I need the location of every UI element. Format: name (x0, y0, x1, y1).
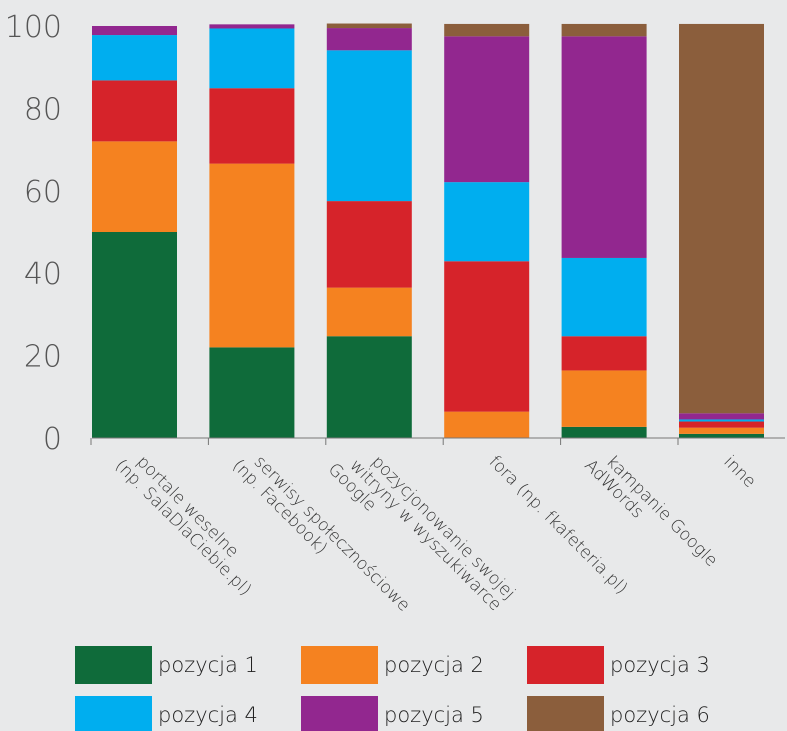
bar-segment (561, 336, 647, 371)
legend-swatch (527, 646, 604, 684)
bar-segment (561, 36, 647, 258)
legend-swatch (301, 696, 378, 731)
bar-segment (326, 28, 412, 51)
bar-segment (92, 80, 177, 142)
bar-segment (679, 421, 764, 428)
y-axis: 0 20 40 60 80 100 (5, 10, 62, 457)
legend-item: pozycja 2 (301, 646, 484, 684)
legend-label: pozycja 3 (610, 653, 710, 677)
y-tick-label: 100 (5, 10, 62, 45)
bar-segment (444, 182, 530, 262)
bar-segment (679, 413, 764, 420)
bar-segment (326, 287, 412, 337)
legend-label: pozycja 4 (158, 703, 258, 727)
legend-item: pozycja 1 (75, 646, 258, 684)
bar-segment (209, 163, 295, 348)
bars (92, 23, 764, 438)
legend-swatch (301, 646, 378, 684)
legend-swatch (75, 646, 152, 684)
bar-segment (444, 23, 530, 37)
legend-item: pozycja 6 (527, 696, 710, 731)
bar-segment (92, 35, 177, 81)
legend-label: pozycja 2 (384, 653, 484, 677)
y-tick-label: 80 (24, 92, 62, 127)
x-tick-label-line: (np. SalaDlaCiebie.pl) (111, 456, 255, 600)
bar-segment (92, 141, 177, 232)
y-tick-label: 0 (43, 422, 62, 457)
x-tick-label-line: witryny w wyszukiwarce (346, 456, 506, 616)
bar-segment (444, 261, 530, 412)
stacked-bar-chart: 0 20 40 60 80 100 portale weselne(np. SalaDla… (5, 10, 785, 616)
bar-segment (326, 23, 412, 29)
legend-swatch (527, 696, 604, 731)
bar-segment (326, 201, 412, 288)
bar-segment (209, 347, 295, 438)
legend-label: pozycja 5 (384, 703, 484, 727)
bar-segment (444, 411, 530, 438)
x-tick-label-line: kampanie Google (602, 452, 721, 571)
bar-segment (326, 50, 412, 202)
legend-label: pozycja 1 (158, 653, 258, 677)
legend-label: pozycja 6 (610, 703, 710, 727)
bar-segment (92, 232, 177, 438)
bar-segment (561, 257, 647, 337)
bar-segment (679, 433, 764, 438)
x-axis (90, 437, 785, 445)
bar-segment (444, 36, 530, 183)
x-tick-labels: portale weselne(np. SalaDlaCiebie.pl)ser… (111, 452, 760, 616)
legend-swatch (75, 696, 152, 731)
bar-segment (561, 23, 647, 37)
y-tick-label: 40 (24, 257, 62, 292)
y-tick-label: 60 (24, 175, 62, 210)
x-tick-label-line: inne (719, 452, 759, 492)
legend-item: pozycja 3 (527, 646, 710, 684)
bar-segment (209, 28, 295, 89)
x-tick-label: inne (719, 452, 759, 492)
bar-segment (679, 23, 764, 414)
bar-segment (209, 88, 295, 164)
bar-segment (679, 427, 764, 434)
bar-segment (679, 419, 764, 422)
y-tick-label: 20 (24, 340, 62, 375)
bar-segment (561, 370, 647, 427)
bar-segment (92, 26, 177, 36)
bar-segment (326, 336, 412, 438)
bar-segment (209, 24, 295, 29)
bar-segment (561, 426, 647, 438)
legend-item: pozycja 5 (301, 696, 484, 731)
legend-item: pozycja 4 (75, 696, 258, 731)
